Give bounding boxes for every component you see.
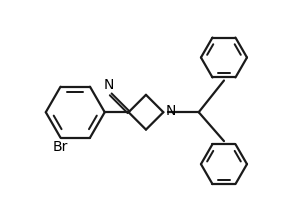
Text: N: N (165, 104, 176, 118)
Text: Br: Br (53, 140, 68, 154)
Text: N: N (104, 78, 115, 92)
